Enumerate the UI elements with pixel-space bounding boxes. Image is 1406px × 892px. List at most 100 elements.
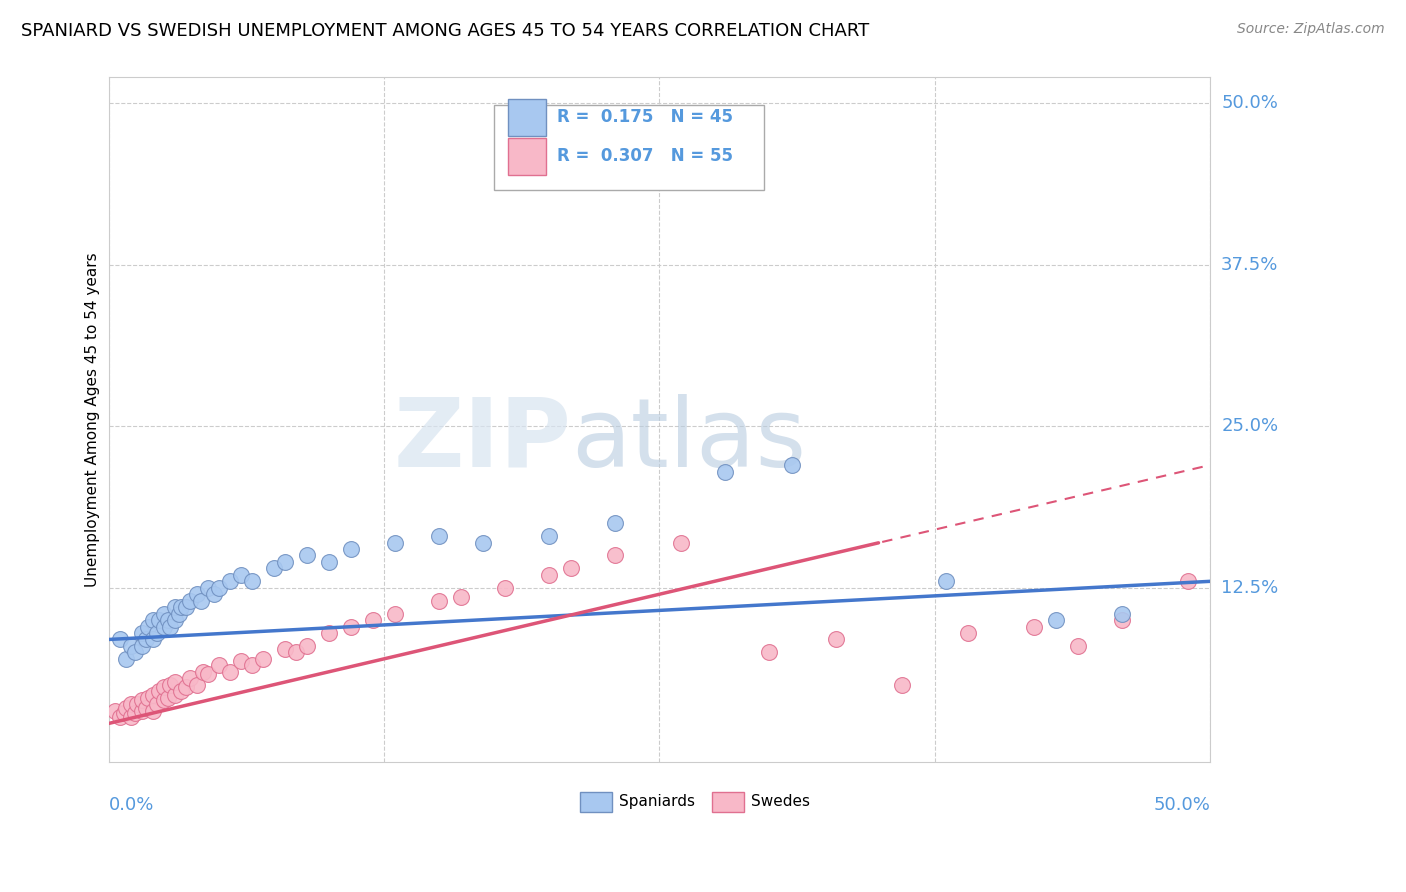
Text: atlas: atlas — [571, 394, 807, 487]
Point — [163, 675, 186, 690]
Point — [124, 645, 146, 659]
Point — [163, 600, 186, 615]
Point — [170, 600, 193, 615]
Point — [284, 645, 307, 659]
Point — [159, 678, 181, 692]
Point — [167, 607, 190, 621]
Point — [197, 667, 219, 681]
Point — [1045, 613, 1067, 627]
Point — [1177, 574, 1199, 589]
Point — [142, 688, 165, 702]
Point — [202, 587, 225, 601]
Point — [229, 567, 252, 582]
Point — [186, 678, 208, 692]
Point — [120, 710, 142, 724]
Point — [146, 626, 169, 640]
FancyBboxPatch shape — [581, 792, 612, 812]
Point — [159, 619, 181, 633]
Point — [450, 590, 472, 604]
Point — [208, 581, 231, 595]
Point — [274, 555, 297, 569]
Point — [152, 693, 174, 707]
Point — [956, 626, 979, 640]
Point — [340, 542, 363, 557]
Point — [1022, 619, 1045, 633]
Point — [193, 665, 215, 679]
Point — [157, 690, 180, 705]
Point — [179, 593, 201, 607]
Point — [152, 680, 174, 694]
Point — [142, 632, 165, 647]
Point — [240, 658, 263, 673]
Text: 25.0%: 25.0% — [1222, 417, 1278, 435]
Point — [218, 665, 240, 679]
Point — [131, 693, 153, 707]
Point — [494, 581, 516, 595]
Point — [146, 697, 169, 711]
Point — [605, 516, 627, 531]
Point — [170, 684, 193, 698]
Point — [935, 574, 957, 589]
Text: Swedes: Swedes — [751, 795, 810, 809]
Point — [120, 639, 142, 653]
FancyBboxPatch shape — [509, 137, 546, 175]
Text: Source: ZipAtlas.com: Source: ZipAtlas.com — [1237, 22, 1385, 37]
Point — [890, 678, 912, 692]
Point — [136, 619, 159, 633]
Point — [148, 684, 170, 698]
Text: R =  0.175   N = 45: R = 0.175 N = 45 — [557, 108, 733, 126]
Point — [714, 465, 737, 479]
Point — [104, 704, 127, 718]
Point — [152, 607, 174, 621]
Point — [318, 626, 340, 640]
Text: 37.5%: 37.5% — [1222, 256, 1278, 274]
FancyBboxPatch shape — [494, 105, 763, 190]
Point — [427, 529, 450, 543]
Point — [605, 549, 627, 563]
Point — [1067, 639, 1090, 653]
Point — [135, 632, 157, 647]
Text: 50.0%: 50.0% — [1153, 797, 1211, 814]
Point — [318, 555, 340, 569]
Point — [120, 697, 142, 711]
Point — [190, 593, 212, 607]
Point — [427, 593, 450, 607]
Point — [174, 600, 197, 615]
Point — [384, 607, 406, 621]
Point — [108, 710, 131, 724]
Point — [135, 701, 157, 715]
Text: 50.0%: 50.0% — [1222, 95, 1278, 112]
Point — [142, 613, 165, 627]
Point — [274, 641, 297, 656]
Point — [108, 632, 131, 647]
Point — [295, 639, 318, 653]
Point — [131, 626, 153, 640]
Point — [384, 535, 406, 549]
Point — [124, 706, 146, 720]
Point — [780, 458, 803, 472]
Point — [112, 706, 135, 720]
Point — [295, 549, 318, 563]
Point — [197, 581, 219, 595]
Text: Spaniards: Spaniards — [619, 795, 695, 809]
Point — [186, 587, 208, 601]
Point — [361, 613, 384, 627]
Point — [131, 704, 153, 718]
Point — [538, 567, 561, 582]
Point — [340, 619, 363, 633]
Point — [148, 613, 170, 627]
Point — [1111, 607, 1133, 621]
Point — [131, 639, 153, 653]
Text: ZIP: ZIP — [394, 394, 571, 487]
Point — [1111, 613, 1133, 627]
Text: SPANIARD VS SWEDISH UNEMPLOYMENT AMONG AGES 45 TO 54 YEARS CORRELATION CHART: SPANIARD VS SWEDISH UNEMPLOYMENT AMONG A… — [21, 22, 869, 40]
Point — [157, 613, 180, 627]
Point — [671, 535, 693, 549]
Point — [115, 652, 138, 666]
Point — [179, 671, 201, 685]
Point — [758, 645, 780, 659]
Point — [136, 690, 159, 705]
Point — [208, 658, 231, 673]
Point — [560, 561, 582, 575]
FancyBboxPatch shape — [713, 792, 744, 812]
